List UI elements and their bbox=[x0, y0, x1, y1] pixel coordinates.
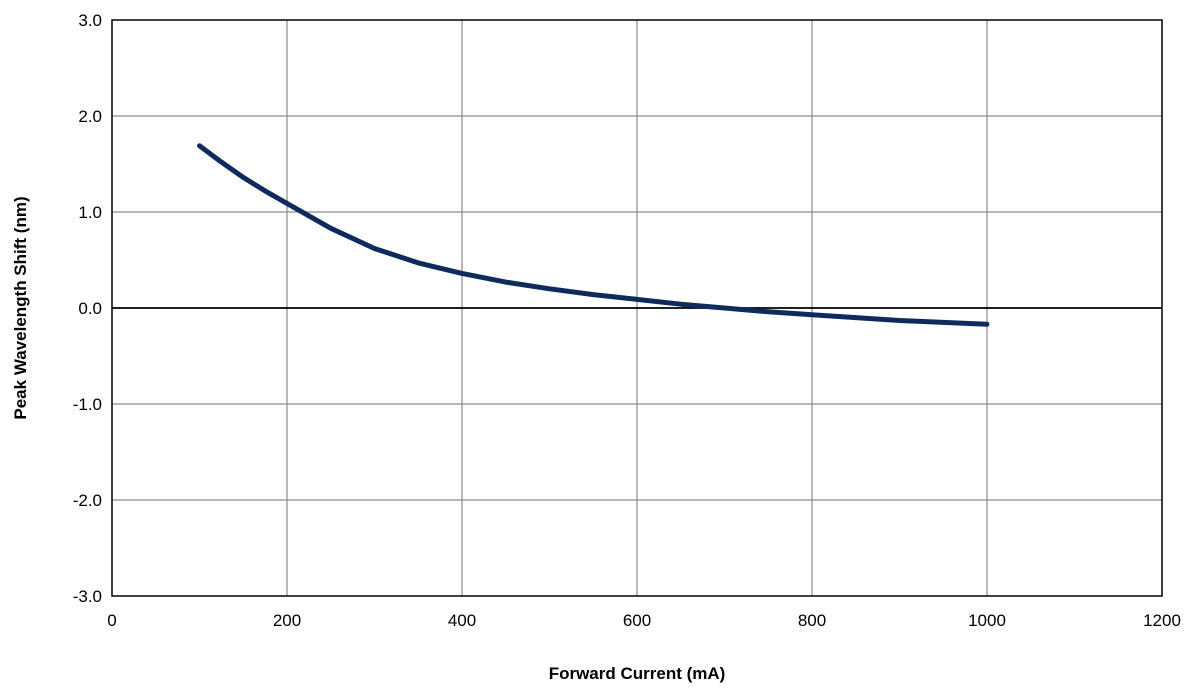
y-tick-label: -1.0 bbox=[73, 395, 102, 414]
y-axis-title: Peak Wavelength Shift (nm) bbox=[11, 196, 30, 419]
x-tick-label: 600 bbox=[623, 611, 651, 630]
y-tick-label: -2.0 bbox=[73, 491, 102, 510]
x-tick-label: 1000 bbox=[968, 611, 1006, 630]
x-axis-title: Forward Current (mA) bbox=[549, 664, 726, 683]
y-tick-label: 1.0 bbox=[78, 203, 102, 222]
y-tick-label: 3.0 bbox=[78, 11, 102, 30]
x-tick-label: 1200 bbox=[1143, 611, 1181, 630]
series-layer bbox=[197, 143, 990, 327]
x-tick-label: 0 bbox=[107, 611, 116, 630]
series-line bbox=[197, 143, 990, 327]
x-tick-label: 200 bbox=[273, 611, 301, 630]
y-axis-tick-labels: 3.0 2.0 1.0 0.0 -1.0 -2.0 -3.0 bbox=[73, 11, 102, 606]
x-tick-label: 400 bbox=[448, 611, 476, 630]
y-tick-label: -3.0 bbox=[73, 587, 102, 606]
plot-area-frame bbox=[111, 19, 1163, 597]
y-tick-label: 0.0 bbox=[78, 299, 102, 318]
x-axis-tick-labels: 0 200 400 600 800 1000 1200 bbox=[107, 611, 1181, 630]
x-tick-label: 800 bbox=[798, 611, 826, 630]
y-tick-label: 2.0 bbox=[78, 107, 102, 126]
